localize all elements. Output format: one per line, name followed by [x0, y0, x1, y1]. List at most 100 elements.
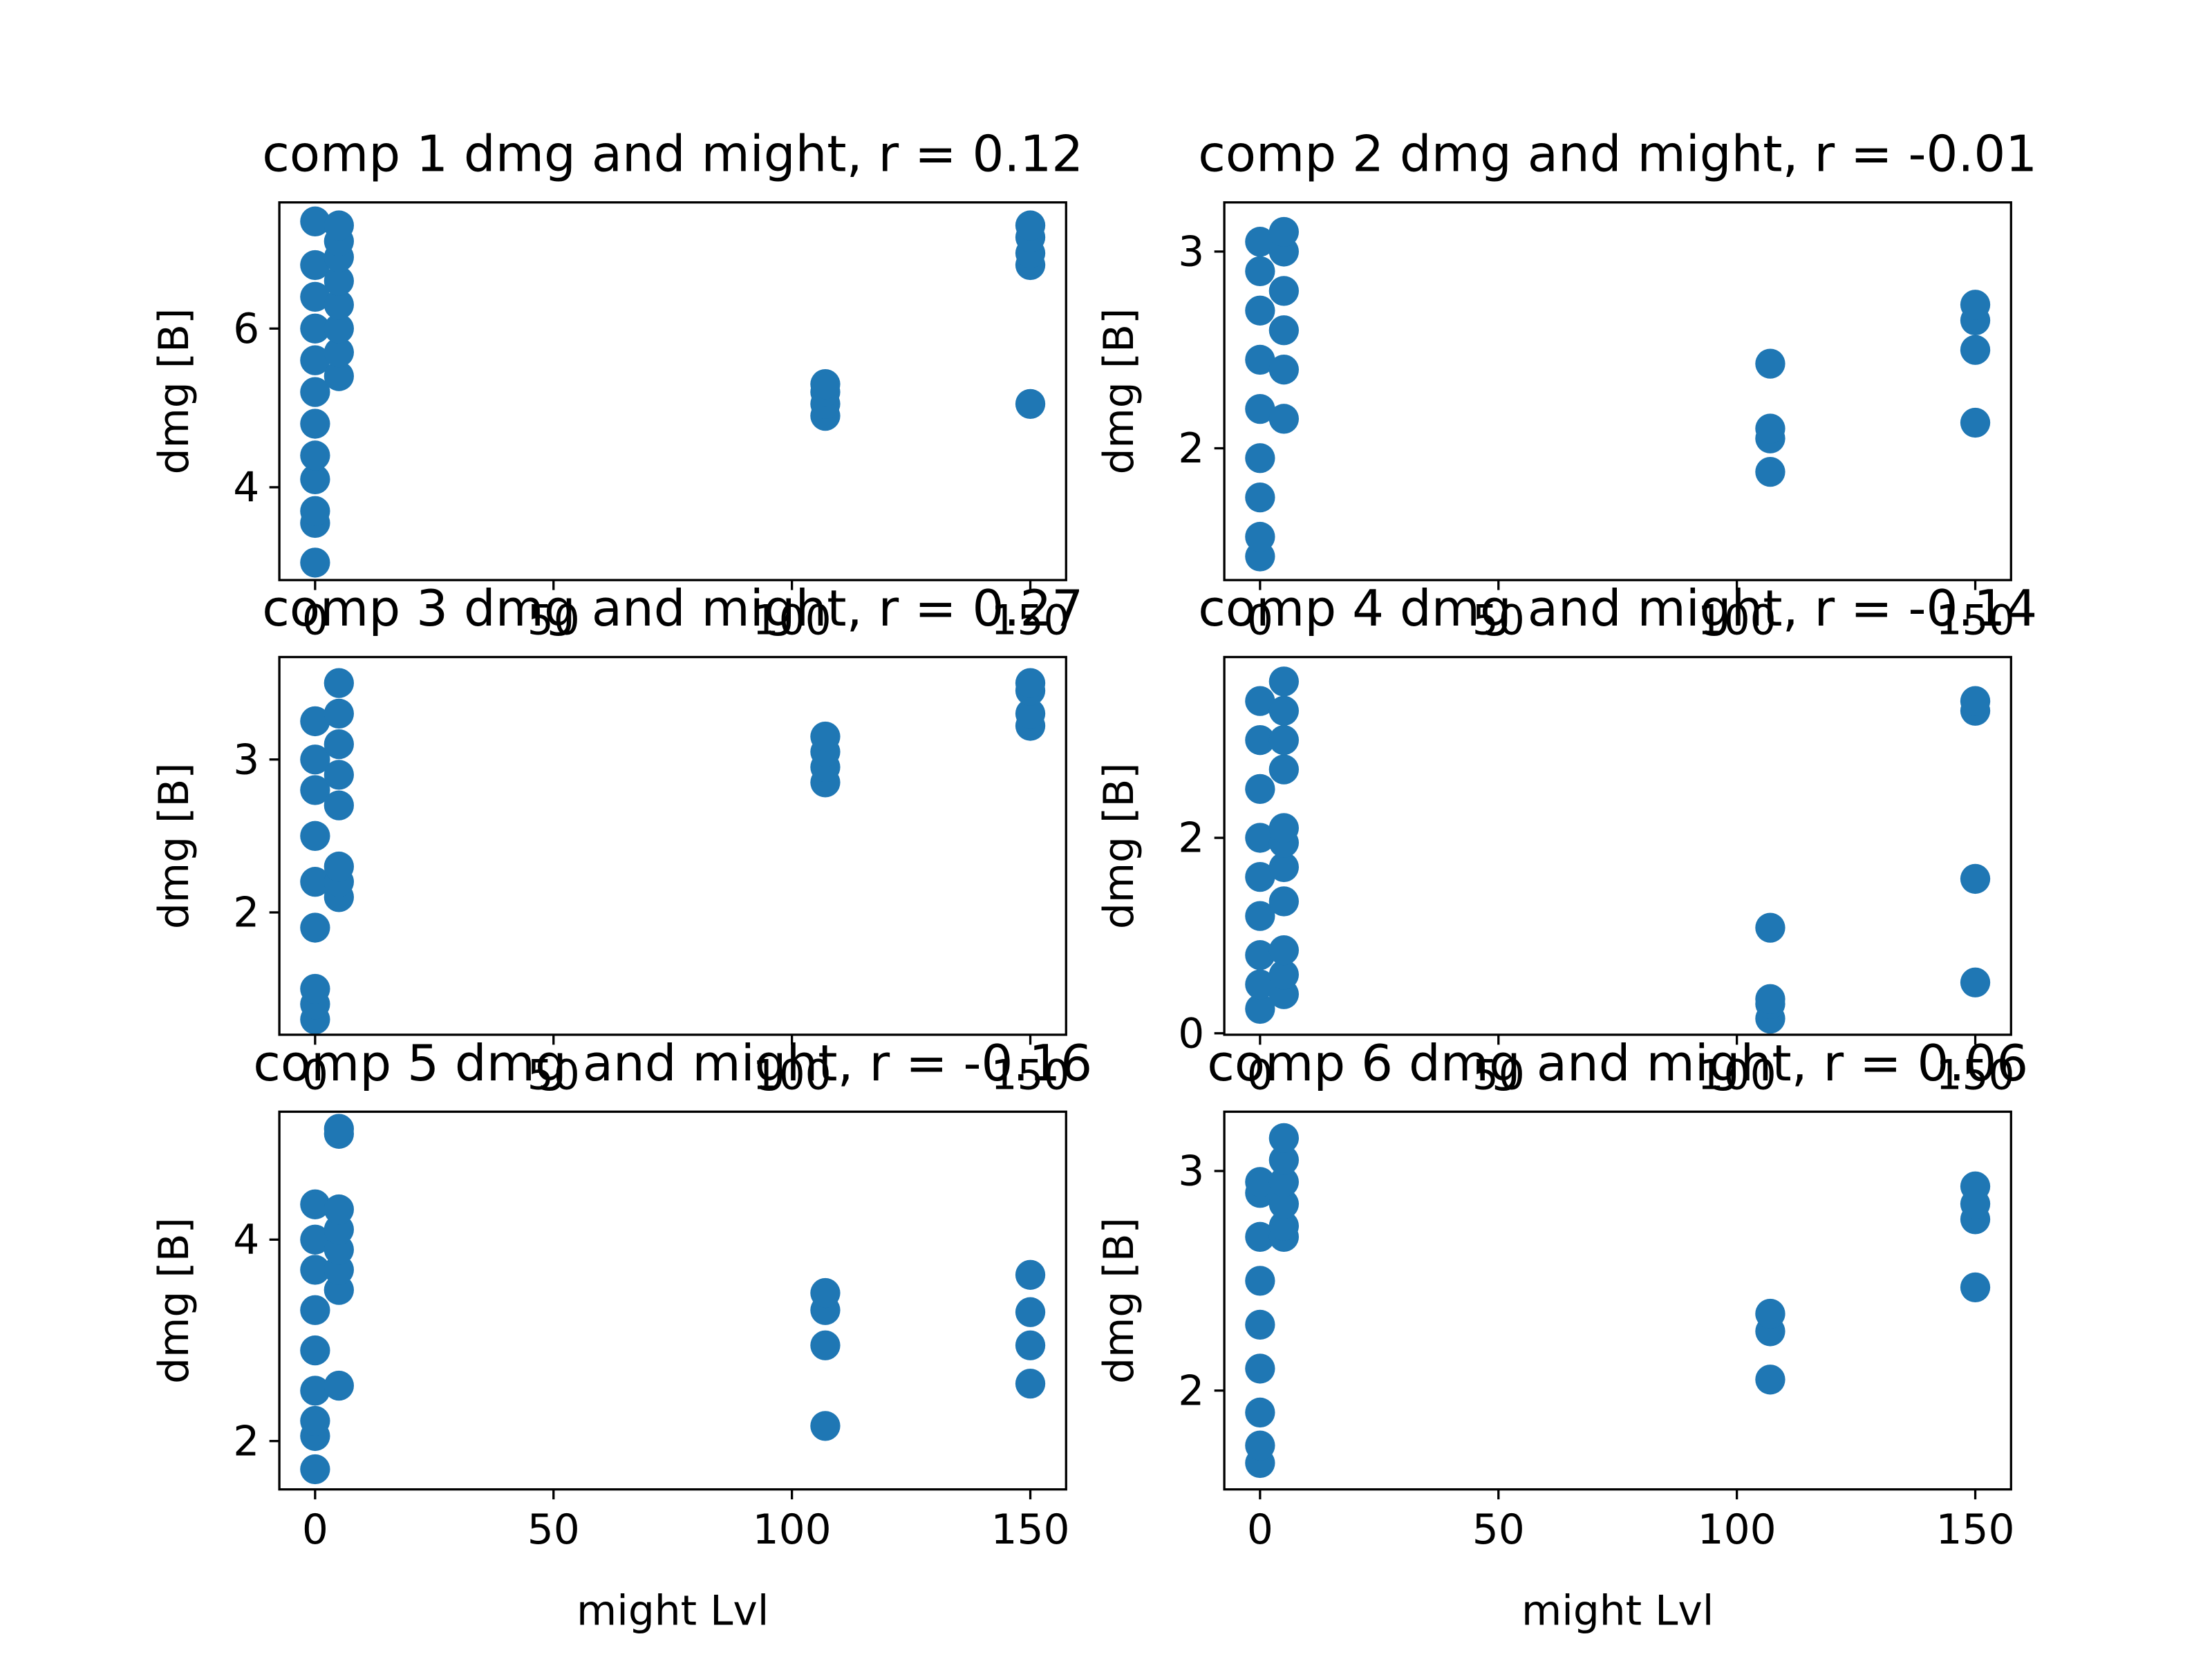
x-axis-label: might Lvl	[577, 1588, 769, 1635]
point	[1268, 754, 1300, 785]
point	[1245, 1266, 1275, 1296]
y-axis-label: dmg [B]	[151, 762, 198, 929]
axes-frame	[278, 201, 1067, 581]
point	[1015, 1369, 1046, 1399]
point	[300, 744, 330, 775]
point	[1268, 813, 1300, 843]
x-tick-label: 150	[991, 597, 1069, 645]
point	[1245, 940, 1275, 971]
point	[1268, 852, 1300, 883]
chart-title: comp 4 dmg and might, r = -0.14	[1198, 580, 2037, 638]
point	[1015, 210, 1046, 241]
axes-frame	[1223, 201, 2012, 581]
point	[1245, 256, 1275, 287]
chart-title: comp 5 dmg and might, r = -0.16	[253, 1035, 1092, 1093]
y-axis-label: dmg [B]	[151, 308, 198, 475]
point	[324, 1370, 354, 1401]
point	[300, 1295, 330, 1325]
point	[1755, 348, 1785, 379]
y-axis-label: dmg [B]	[151, 1217, 198, 1384]
point	[1245, 1353, 1275, 1384]
point	[1755, 984, 1785, 1014]
point	[1268, 935, 1300, 966]
point	[324, 729, 354, 760]
point	[300, 345, 330, 375]
point	[1268, 355, 1300, 385]
point	[1245, 1430, 1275, 1461]
x-tick-label: 0	[1247, 597, 1273, 645]
x-tick-label: 50	[1472, 1051, 1525, 1099]
point	[1015, 698, 1046, 729]
point	[1245, 969, 1275, 1000]
x-tick-label: 50	[1472, 1506, 1525, 1554]
x-tick-label: 100	[1698, 1506, 1777, 1554]
point	[300, 821, 330, 851]
point	[1245, 1221, 1275, 1252]
x-tick-label: 150	[991, 1506, 1069, 1554]
point	[1245, 774, 1275, 805]
point	[324, 265, 354, 297]
x-tick-label: 150	[1936, 1051, 2014, 1099]
point	[1268, 1167, 1300, 1197]
point	[1755, 1298, 1785, 1329]
point	[1245, 1309, 1275, 1340]
y-tick-label: 0	[1178, 1010, 1204, 1058]
y-tick-label: 2	[1178, 1367, 1204, 1415]
point	[810, 1330, 841, 1360]
point	[300, 1255, 330, 1285]
y-tick-label: 4	[233, 1217, 259, 1264]
axes-frame	[1223, 1110, 2012, 1491]
point	[1268, 1210, 1300, 1241]
point	[1245, 1397, 1275, 1428]
x-tick-label: 100	[1698, 1051, 1777, 1099]
point	[1245, 482, 1275, 513]
x-tick-label: 50	[527, 1506, 580, 1554]
point	[1245, 901, 1275, 931]
point	[1960, 1272, 1991, 1303]
point	[1245, 344, 1275, 375]
y-tick-label: 6	[233, 306, 259, 353]
point	[300, 313, 330, 344]
point	[324, 313, 354, 344]
point	[1268, 1145, 1300, 1175]
x-tick-label: 50	[527, 597, 580, 645]
y-tick-label: 4	[233, 464, 259, 512]
x-tick-label: 0	[302, 597, 328, 645]
point	[1015, 1330, 1046, 1360]
point	[810, 1277, 841, 1309]
point	[1960, 863, 1991, 894]
y-tick-label: 2	[1178, 815, 1204, 863]
point	[1268, 666, 1300, 697]
point	[1268, 404, 1300, 434]
point	[1268, 695, 1300, 726]
point	[1960, 335, 1991, 365]
axes-frame	[278, 1110, 1067, 1491]
point	[300, 206, 330, 236]
point	[324, 361, 354, 391]
x-tick-label: 50	[527, 1051, 580, 1099]
point	[300, 1405, 330, 1436]
point	[1245, 521, 1275, 552]
point	[324, 210, 354, 241]
point	[810, 721, 841, 752]
point	[1960, 407, 1991, 438]
point	[324, 790, 354, 821]
point	[1015, 1297, 1046, 1327]
point	[1960, 686, 1991, 716]
point	[1960, 290, 1991, 320]
point	[300, 496, 330, 526]
point	[1755, 912, 1785, 943]
point	[300, 775, 330, 805]
y-axis-label: dmg [B]	[1096, 762, 1143, 929]
point	[1245, 1167, 1275, 1197]
point	[300, 281, 330, 312]
point	[300, 706, 330, 737]
point	[1960, 1171, 1991, 1201]
point	[300, 1335, 330, 1366]
point	[1245, 861, 1275, 892]
point	[300, 377, 330, 407]
point	[1245, 686, 1275, 716]
x-tick-label: 150	[991, 1051, 1069, 1099]
point	[810, 1411, 841, 1441]
